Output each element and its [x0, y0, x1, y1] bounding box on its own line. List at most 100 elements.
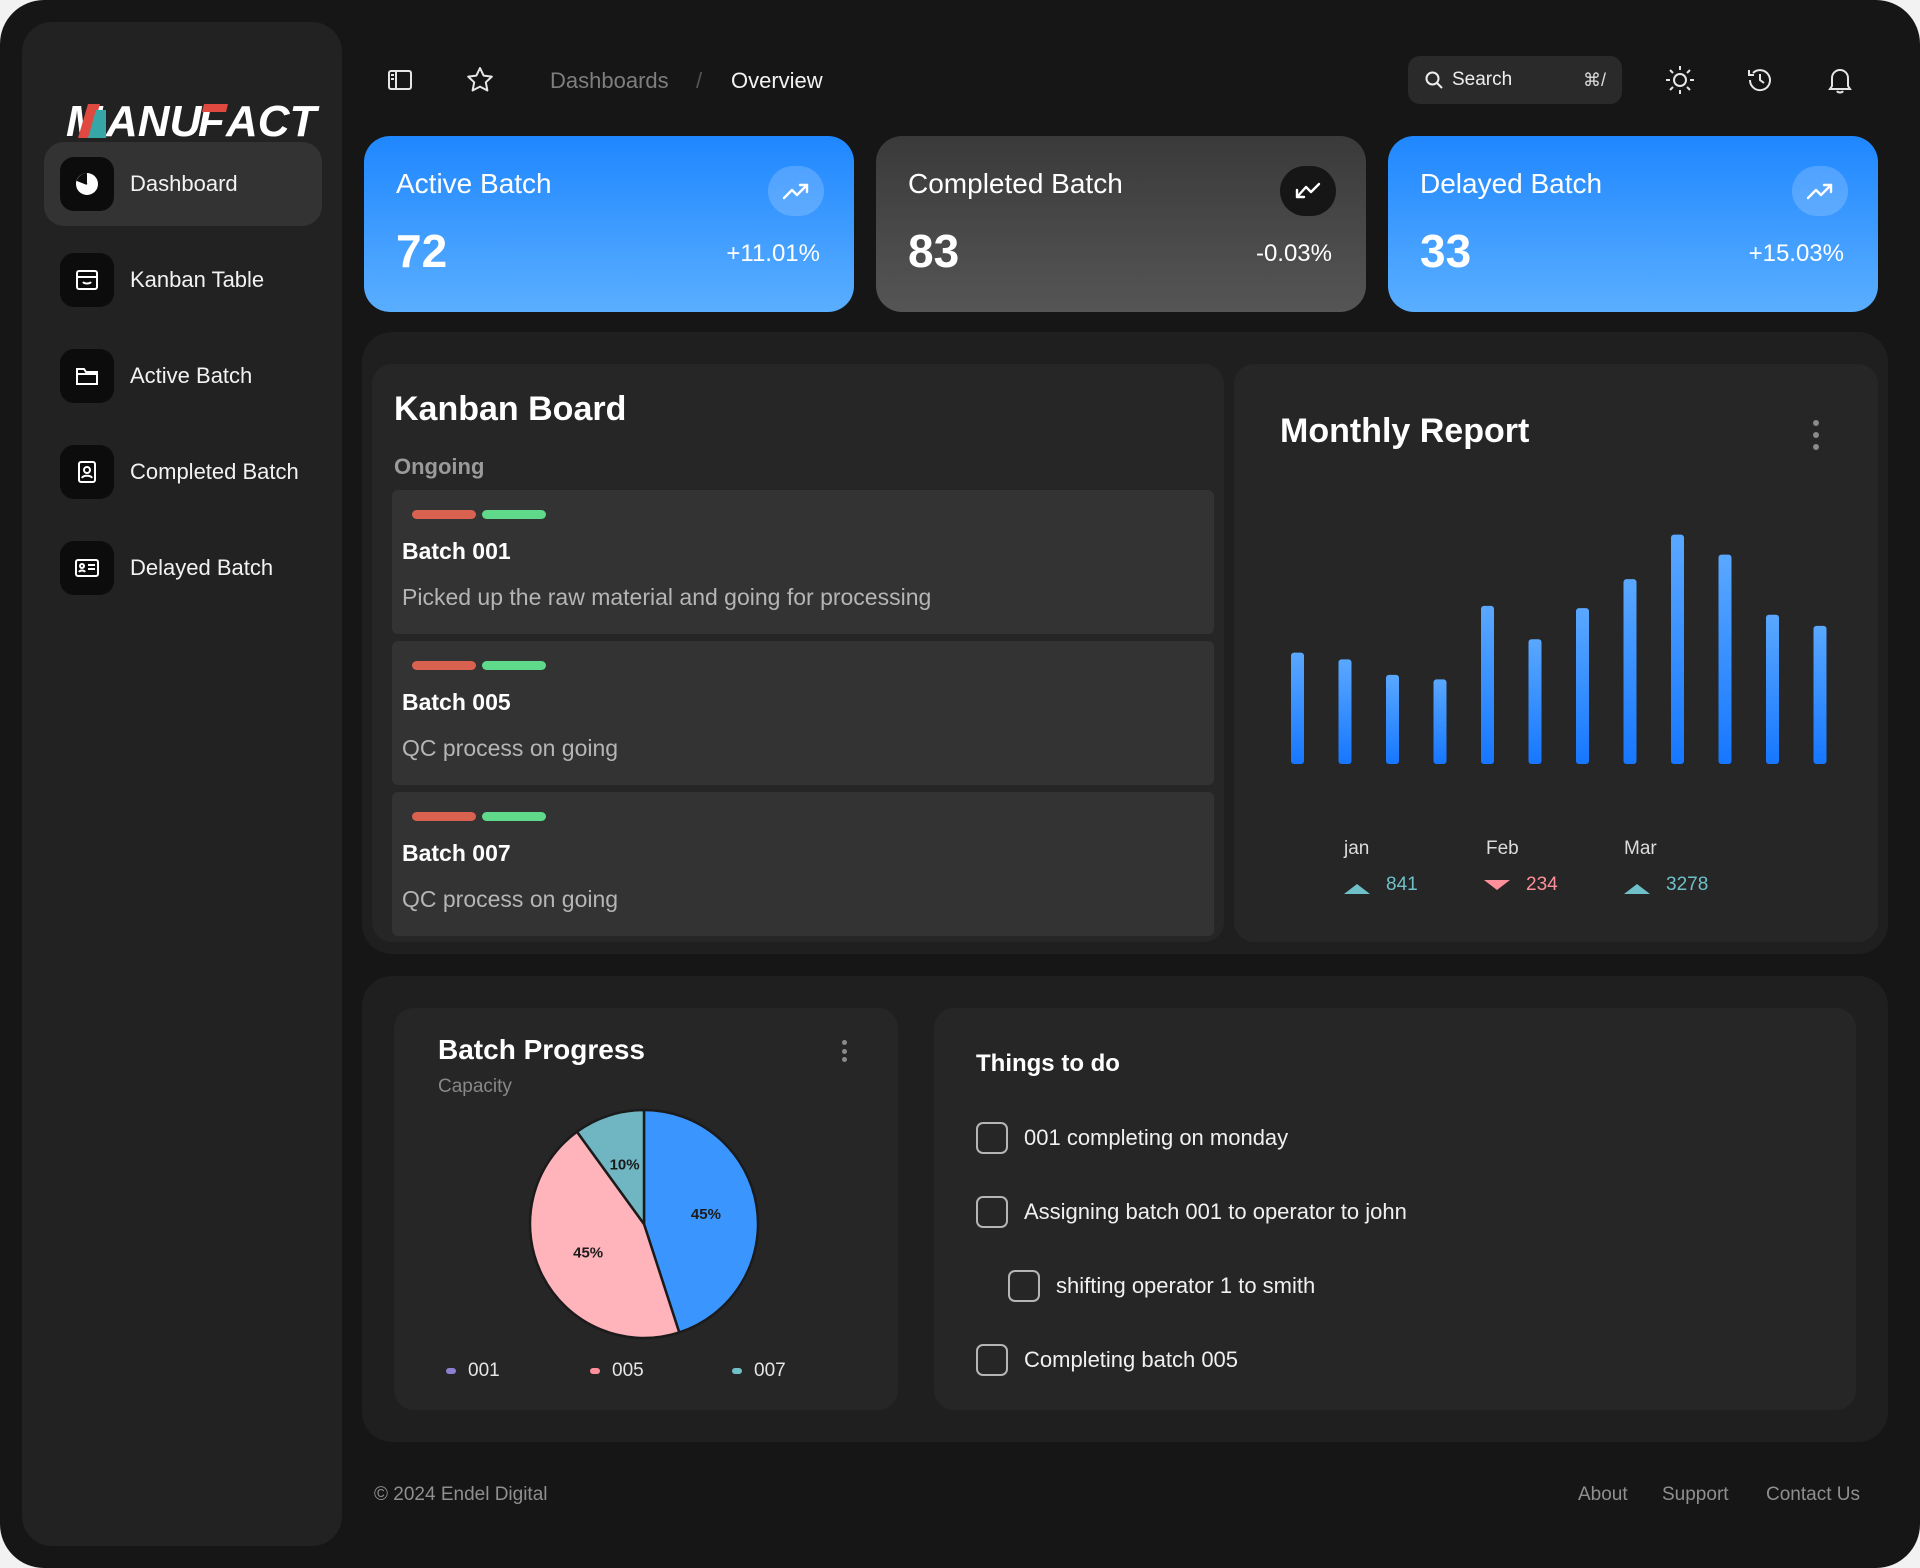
todo-item[interactable]: Assigning batch 001 to operator to john [976, 1196, 1407, 1228]
trend-up-icon [768, 166, 824, 216]
todo-checkbox[interactable] [976, 1344, 1008, 1376]
todo-label: Completing batch 005 [1024, 1347, 1239, 1372]
summary-month: jan [1344, 838, 1370, 859]
inbox-icon [60, 253, 114, 307]
stat-value: 83 [908, 225, 960, 277]
kanban-tags [412, 661, 546, 670]
kanban-card[interactable]: Batch 007 QC process on going [392, 792, 1214, 936]
stat-card-delayed-batch[interactable]: Delayed Batch 33 +15.03% [1388, 136, 1878, 312]
history-icon[interactable] [1740, 60, 1780, 100]
legend-swatch [732, 1368, 742, 1374]
stat-change: -0.03% [1255, 240, 1332, 267]
breadcrumb-root[interactable]: Dashboards [550, 68, 669, 93]
todo-item[interactable]: 001 completing on monday [976, 1122, 1288, 1154]
sidebar-toggle-icon[interactable] [380, 60, 420, 100]
todo-checkbox[interactable] [1008, 1270, 1040, 1302]
summary-value: 841 [1386, 874, 1418, 895]
todo-item[interactable]: shifting operator 1 to smith [1008, 1270, 1315, 1302]
badge-icon [60, 445, 114, 499]
pie-slice-007 [575, 1108, 646, 1228]
summary-value: 234 [1526, 874, 1558, 895]
kanban-card-title: Batch 007 [402, 840, 511, 866]
logo-part-anu: ANU [105, 97, 203, 146]
sidebar-item-label: Dashboard [130, 171, 238, 196]
arrow-down-icon [1484, 880, 1510, 890]
kanban-column-title: Ongoing [394, 454, 485, 479]
kanban-board-card: Kanban Board Ongoing Batch 001 Picked up… [372, 364, 1224, 942]
sidebar-nav: Dashboard Kanban Table Active Batch Comp… [44, 142, 322, 622]
logo-part-act: ACT [225, 97, 320, 146]
bar-10 [1718, 554, 1732, 764]
stat-value: 72 [396, 225, 448, 277]
sidebar-item-kanban-table[interactable]: Kanban Table [44, 238, 322, 322]
sidebar-item-active-batch[interactable]: Active Batch [44, 334, 322, 418]
footer-link-support[interactable]: Support [1662, 1484, 1729, 1505]
arrow-up-icon [1344, 884, 1370, 894]
tag-red [412, 812, 476, 821]
sidebar-item-dashboard[interactable]: Dashboard [44, 142, 322, 226]
todo-label: Assigning batch 001 to operator to john [1024, 1199, 1407, 1224]
legend-item: 007 [732, 1360, 786, 1382]
sidebar-item-label: Delayed Batch [130, 555, 274, 580]
legend-item: 001 [446, 1360, 500, 1382]
footer-link-about[interactable]: About [1578, 1484, 1628, 1505]
breadcrumb-current: Overview [731, 68, 823, 93]
summary-value: 3278 [1666, 874, 1709, 895]
sidebar-item-delayed-batch[interactable]: Delayed Batch [44, 526, 322, 610]
tag-green [482, 812, 546, 821]
stat-title: Delayed Batch [1420, 168, 1603, 199]
stat-value: 33 [1420, 225, 1472, 277]
legend-item: 005 [590, 1360, 644, 1382]
bar-3 [1386, 674, 1399, 764]
bar-1 [1291, 652, 1304, 764]
kanban-card[interactable]: Batch 005 QC process on going [392, 641, 1214, 785]
bar-11 [1766, 614, 1779, 764]
folder-icon [60, 349, 114, 403]
bar-8 [1623, 579, 1637, 764]
legend-label: 005 [612, 1360, 644, 1381]
stat-card-active-batch[interactable]: Active Batch 72 +11.01% [364, 136, 854, 312]
more-options-icon[interactable] [1804, 420, 1828, 450]
star-icon[interactable] [460, 60, 500, 100]
kanban-title: Kanban Board [394, 390, 627, 428]
search-label: Search [1452, 69, 1513, 90]
bell-icon[interactable] [1820, 60, 1860, 100]
todo-checkbox[interactable] [976, 1122, 1008, 1154]
monthly-report-card: Monthly Report jan 841 Feb 234 Mar 3278 [1234, 364, 1878, 942]
logo-teal-stroke [88, 110, 106, 138]
summary-month: Mar [1624, 838, 1657, 859]
batch-progress-subtitle: Capacity [438, 1076, 512, 1097]
pie-label-005: 45% [573, 1244, 603, 1261]
bar-9 [1671, 534, 1684, 764]
bar-6 [1528, 639, 1542, 764]
pie-chart-icon [60, 157, 114, 211]
sidebar-item-completed-batch[interactable]: Completed Batch [44, 430, 322, 514]
search-box[interactable]: Search ⌘/ [1408, 56, 1622, 104]
search-icon [1425, 71, 1443, 89]
todo-checkbox[interactable] [976, 1196, 1008, 1228]
legend-swatch [590, 1368, 600, 1374]
batch-progress-card: Batch Progress Capacity 45% 45% 10% 001 00… [394, 1008, 898, 1410]
sidebar-item-label: Completed Batch [130, 459, 299, 484]
bar-2 [1338, 659, 1352, 764]
kanban-card[interactable]: Batch 001 Picked up the raw material and… [392, 490, 1214, 634]
batch-progress-title: Batch Progress [438, 1034, 645, 1065]
footer-link-contact[interactable]: Contact Us [1766, 1484, 1860, 1505]
stat-change: +15.03% [1748, 240, 1844, 267]
pie-slice-001 [642, 1108, 760, 1334]
summary-month: Feb [1486, 838, 1519, 859]
sun-icon[interactable] [1660, 60, 1700, 100]
kanban-tags [412, 812, 546, 821]
more-options-icon[interactable] [832, 1040, 856, 1062]
sidebar-item-label: Active Batch [130, 363, 253, 388]
todo-title: Things to do [976, 1050, 1120, 1077]
kanban-tags [412, 510, 546, 519]
stat-change: +11.01% [726, 240, 820, 267]
todo-item[interactable]: Completing batch 005 [976, 1344, 1238, 1376]
search-shortcut: ⌘/ [1582, 69, 1606, 90]
stat-card-completed-batch[interactable]: Completed Batch 83 -0.03% [876, 136, 1366, 312]
batch-pie-chart: 45% 45% 10% [528, 1108, 760, 1340]
bar-4 [1433, 679, 1447, 764]
pie-label-001: 45% [691, 1206, 721, 1223]
